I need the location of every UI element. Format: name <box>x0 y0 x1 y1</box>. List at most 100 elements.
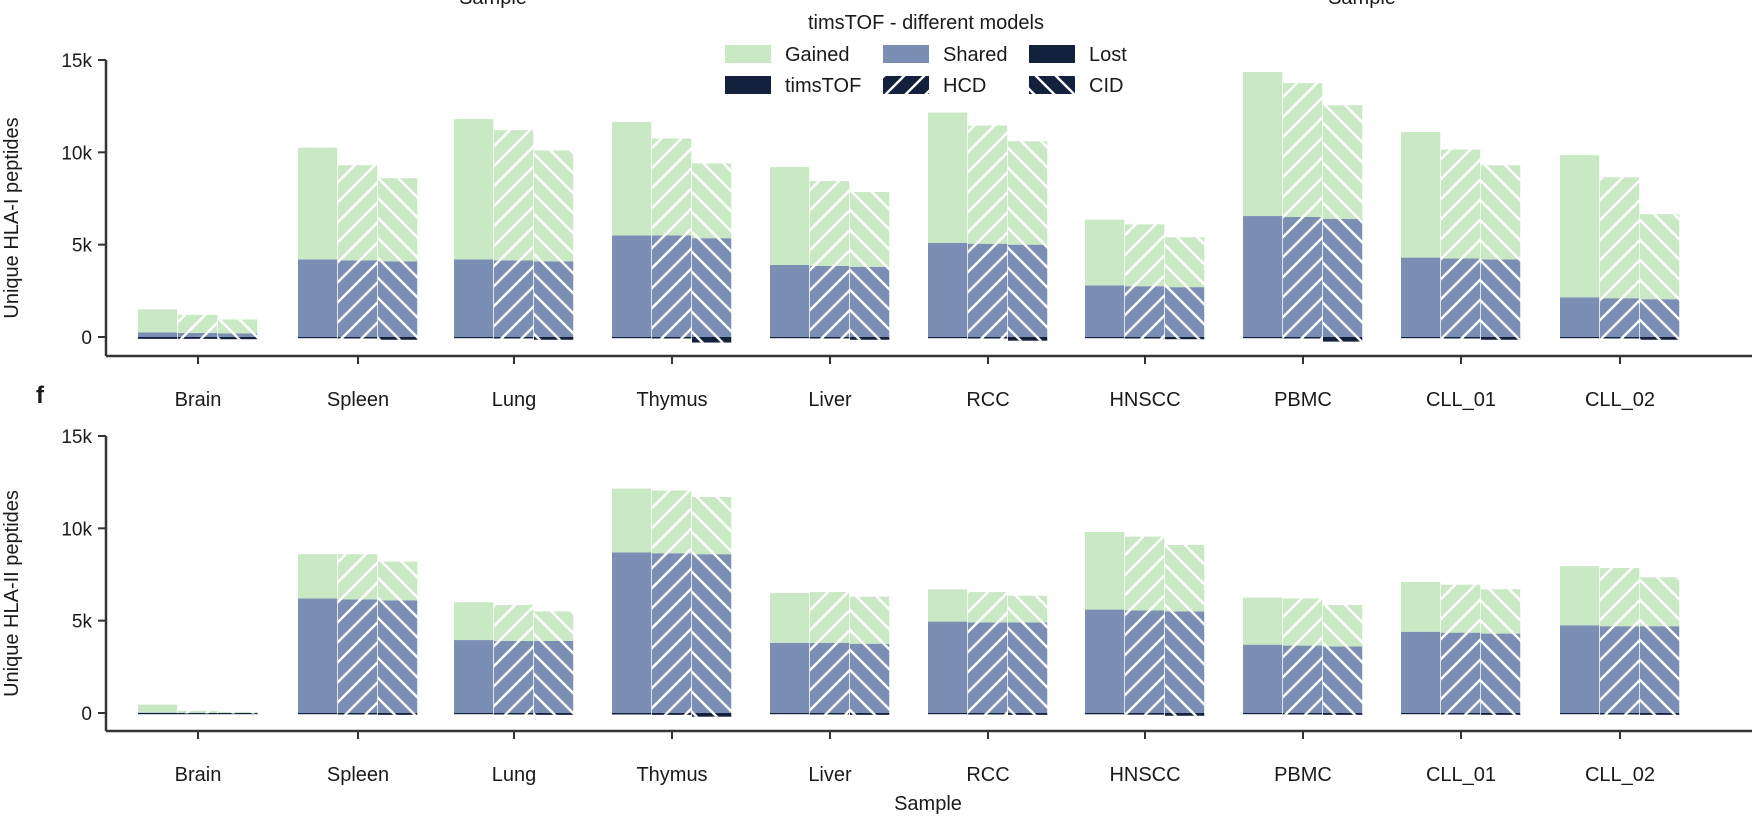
y-tick-label: 0 <box>81 704 92 725</box>
x-tick-label-thymus: Thymus <box>636 389 707 411</box>
legend-label-shared: Shared <box>943 44 1008 66</box>
x-tick-label-hnscc: HNSCC <box>1109 389 1180 411</box>
x-tick-label-cll_01: CLL_01 <box>1426 764 1496 786</box>
x-tick-label-cll_02: CLL_02 <box>1585 764 1655 786</box>
x-tick-label-spleen: Spleen <box>327 389 389 411</box>
legend-item-hcd: HCD <box>883 75 986 97</box>
bar-hatch-brain-cid <box>218 319 258 340</box>
x-tick-label-liver: Liver <box>808 764 852 786</box>
x-tick-label-lung: Lung <box>492 389 537 411</box>
bar-gained-brain-timstof <box>138 704 178 713</box>
bar-hatch-spleen-hcd <box>338 165 378 339</box>
panel-hla-ii: 0 5k 10k 15k Unique HLA-II peptides f Brain Spl… <box>1 382 1752 815</box>
legend-item-shared: Shared <box>883 44 1008 66</box>
bar-hatch-cll_02-hcd <box>1600 177 1640 339</box>
bar-shared-pbmc-timstof <box>1243 644 1283 713</box>
bar-gained-pbmc-timstof <box>1243 72 1283 217</box>
bar-lost-rcc-timstof <box>928 337 968 339</box>
y-tick-label: 10k <box>61 143 92 164</box>
y-tick-label: 5k <box>72 236 93 257</box>
x-tick-label-lung: Lung <box>492 764 537 786</box>
x-tick-label-cll_01: CLL_01 <box>1426 389 1496 411</box>
bar-hatch-lung-cid <box>534 150 574 340</box>
bar-hatch-spleen-cid <box>378 561 418 715</box>
bar-gained-rcc-timstof <box>928 589 968 622</box>
bar-lost-cll_02-timstof <box>1560 713 1600 715</box>
y-axis-label: Unique HLA-I peptides <box>1 117 23 318</box>
bar-lost-pbmc-timstof <box>1243 713 1283 715</box>
bar-gained-cll_01-timstof <box>1401 581 1441 632</box>
bar-gained-thymus-timstof <box>612 121 652 236</box>
bar-lost-spleen-timstof <box>298 337 338 339</box>
bar-hatch-liver-cid <box>850 192 890 340</box>
cut-right-sample-label: Sample <box>1328 0 1396 9</box>
legend-swatch-timstof <box>725 76 771 94</box>
bar-hatch-rcc-hcd <box>968 592 1008 715</box>
bar-gained-rcc-timstof <box>928 112 968 243</box>
bar-hatch-lung-hcd <box>494 130 534 339</box>
bar-hatch-spleen-hcd <box>338 554 378 715</box>
x-tick-label-pbmc: PBMC <box>1274 764 1332 786</box>
bar-gained-cll_02-timstof <box>1560 155 1600 298</box>
bar-lost-cll_01-timstof <box>1401 713 1441 715</box>
bar-lost-brain-timstof <box>138 337 178 339</box>
legend-swatch-lost <box>1029 45 1075 63</box>
legend-item-cid: CID <box>1029 75 1123 97</box>
bar-hatch-rcc-cid <box>1008 141 1048 341</box>
bar-hatch-cll_01-hcd <box>1441 149 1481 339</box>
legend-label-gained: Gained <box>785 44 850 66</box>
x-tick-label-hnscc: HNSCC <box>1109 764 1180 786</box>
bar-shared-liver-timstof <box>770 642 810 713</box>
bar-hatch-liver-cid <box>850 596 890 715</box>
bar-lost-brain-hcd <box>178 713 218 715</box>
bar-lost-brain-timstof <box>138 713 178 715</box>
bar-lost-rcc-timstof <box>928 713 968 715</box>
bar-hatch-liver-hcd <box>810 180 850 339</box>
legend-swatch-shared <box>883 45 929 63</box>
bar-shared-cll_02-timstof <box>1560 625 1600 713</box>
bar-lost-lung-timstof <box>454 713 494 715</box>
bar-hatch-lung-cid <box>534 611 574 715</box>
bar-shared-pbmc-timstof <box>1243 216 1283 337</box>
legend-item-lost: Lost <box>1029 44 1127 66</box>
bar-shared-cll_02-timstof <box>1560 297 1600 337</box>
x-tick-label-thymus: Thymus <box>636 764 707 786</box>
bar-hatch-pbmc-cid <box>1323 105 1363 342</box>
bar-hatch-lung-hcd <box>494 604 534 715</box>
y-tick-label: 15k <box>61 51 92 72</box>
y-axis-label: Unique HLA-II peptides <box>1 490 23 697</box>
bar-hatch-thymus-cid <box>692 496 732 717</box>
bar-lost-liver-timstof <box>770 337 810 339</box>
bar-hatch-pbmc-hcd <box>1283 598 1323 715</box>
legend-hatch-cid <box>1029 76 1075 94</box>
x-tick-label-pbmc: PBMC <box>1274 389 1332 411</box>
legend-item-timstof: timsTOF <box>725 75 861 97</box>
bar-lost-spleen-timstof <box>298 713 338 715</box>
bar-hatch-rcc-cid <box>1008 595 1048 715</box>
bar-shared-lung-timstof <box>454 259 494 337</box>
bar-hatch-cll_02-cid <box>1640 214 1680 340</box>
bar-hatch-spleen-cid <box>378 178 418 340</box>
bar-shared-cll_01-timstof <box>1401 257 1441 337</box>
bar-hatch-hnscc-hcd <box>1125 536 1165 715</box>
bar-hatch-cll_02-hcd <box>1600 568 1640 715</box>
bar-hatch-hnscc-cid <box>1165 544 1205 716</box>
bar-hatch-cll_01-hcd <box>1441 584 1481 715</box>
bar-lost-lung-timstof <box>454 337 494 339</box>
legend: Gained Shared Lost timsTOF HCD CID <box>725 44 1127 97</box>
bar-gained-lung-timstof <box>454 602 494 641</box>
x-tick-label-brain: Brain <box>175 764 222 786</box>
x-tick-label-rcc: RCC <box>966 764 1009 786</box>
y-tick-label: 15k <box>61 427 92 448</box>
bar-shared-cll_01-timstof <box>1401 631 1441 713</box>
x-tick-label-spleen: Spleen <box>327 764 389 786</box>
legend-hatch-hcd <box>883 76 929 94</box>
bar-hatch-thymus-hcd <box>652 490 692 715</box>
figure-title: timsTOF - different models <box>808 12 1044 34</box>
bar-hatch-hnscc-cid <box>1165 237 1205 340</box>
bar-gained-spleen-timstof <box>298 554 338 599</box>
legend-item-gained: Gained <box>725 44 850 66</box>
x-tick-label-cll_02: CLL_02 <box>1585 389 1655 411</box>
cut-left-sample-label: Sample <box>459 0 527 9</box>
